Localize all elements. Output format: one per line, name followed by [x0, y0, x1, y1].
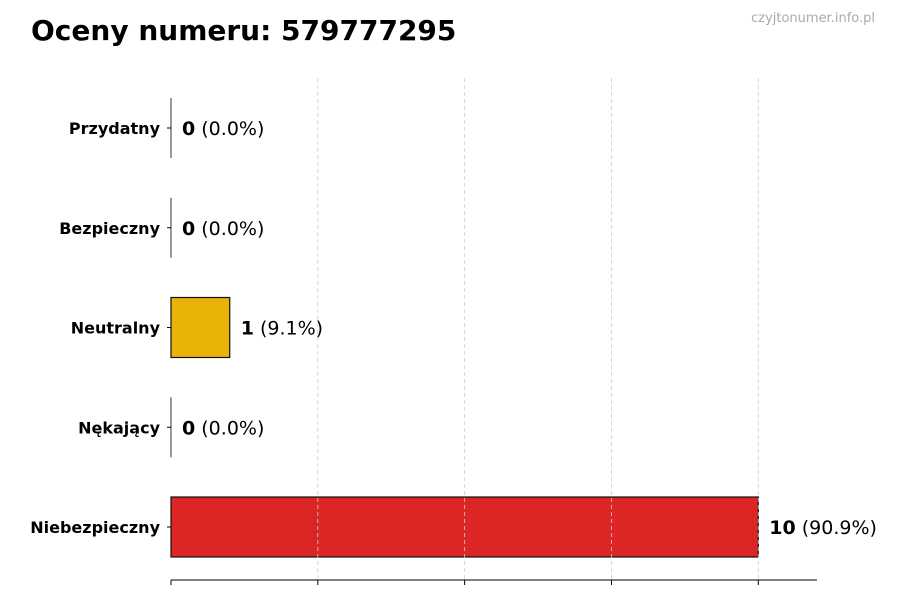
- category-label: Bezpieczny: [59, 219, 160, 238]
- watermark: czyjtonumer.info.pl: [751, 11, 875, 26]
- category-label: Przydatny: [69, 119, 161, 138]
- data-label: 1 (9.1%): [241, 318, 323, 340]
- chart-title: Oceny numeru: 579777295: [31, 14, 456, 47]
- category-label: Niebezpieczny: [30, 518, 160, 537]
- data-label-percent: (0.0%): [195, 218, 264, 240]
- data-label-count: 0: [182, 417, 195, 439]
- data-label: 10 (90.9%): [769, 517, 877, 539]
- category-label: Neutralny: [71, 319, 161, 338]
- data-label-percent: (9.1%): [254, 318, 323, 340]
- category-label: Nękający: [78, 418, 160, 437]
- bar-2: [170, 296, 231, 359]
- data-label-percent: (0.0%): [195, 118, 264, 140]
- data-label-count: 10: [769, 517, 795, 539]
- data-label: 0 (0.0%): [182, 417, 264, 439]
- data-label-count: 0: [182, 118, 195, 140]
- data-label-percent: (0.0%): [195, 417, 264, 439]
- data-label-count: 1: [241, 318, 254, 340]
- data-label-count: 0: [182, 218, 195, 240]
- data-label: 0 (0.0%): [182, 118, 264, 140]
- data-label: 0 (0.0%): [182, 218, 264, 240]
- data-label-percent: (90.9%): [796, 517, 877, 539]
